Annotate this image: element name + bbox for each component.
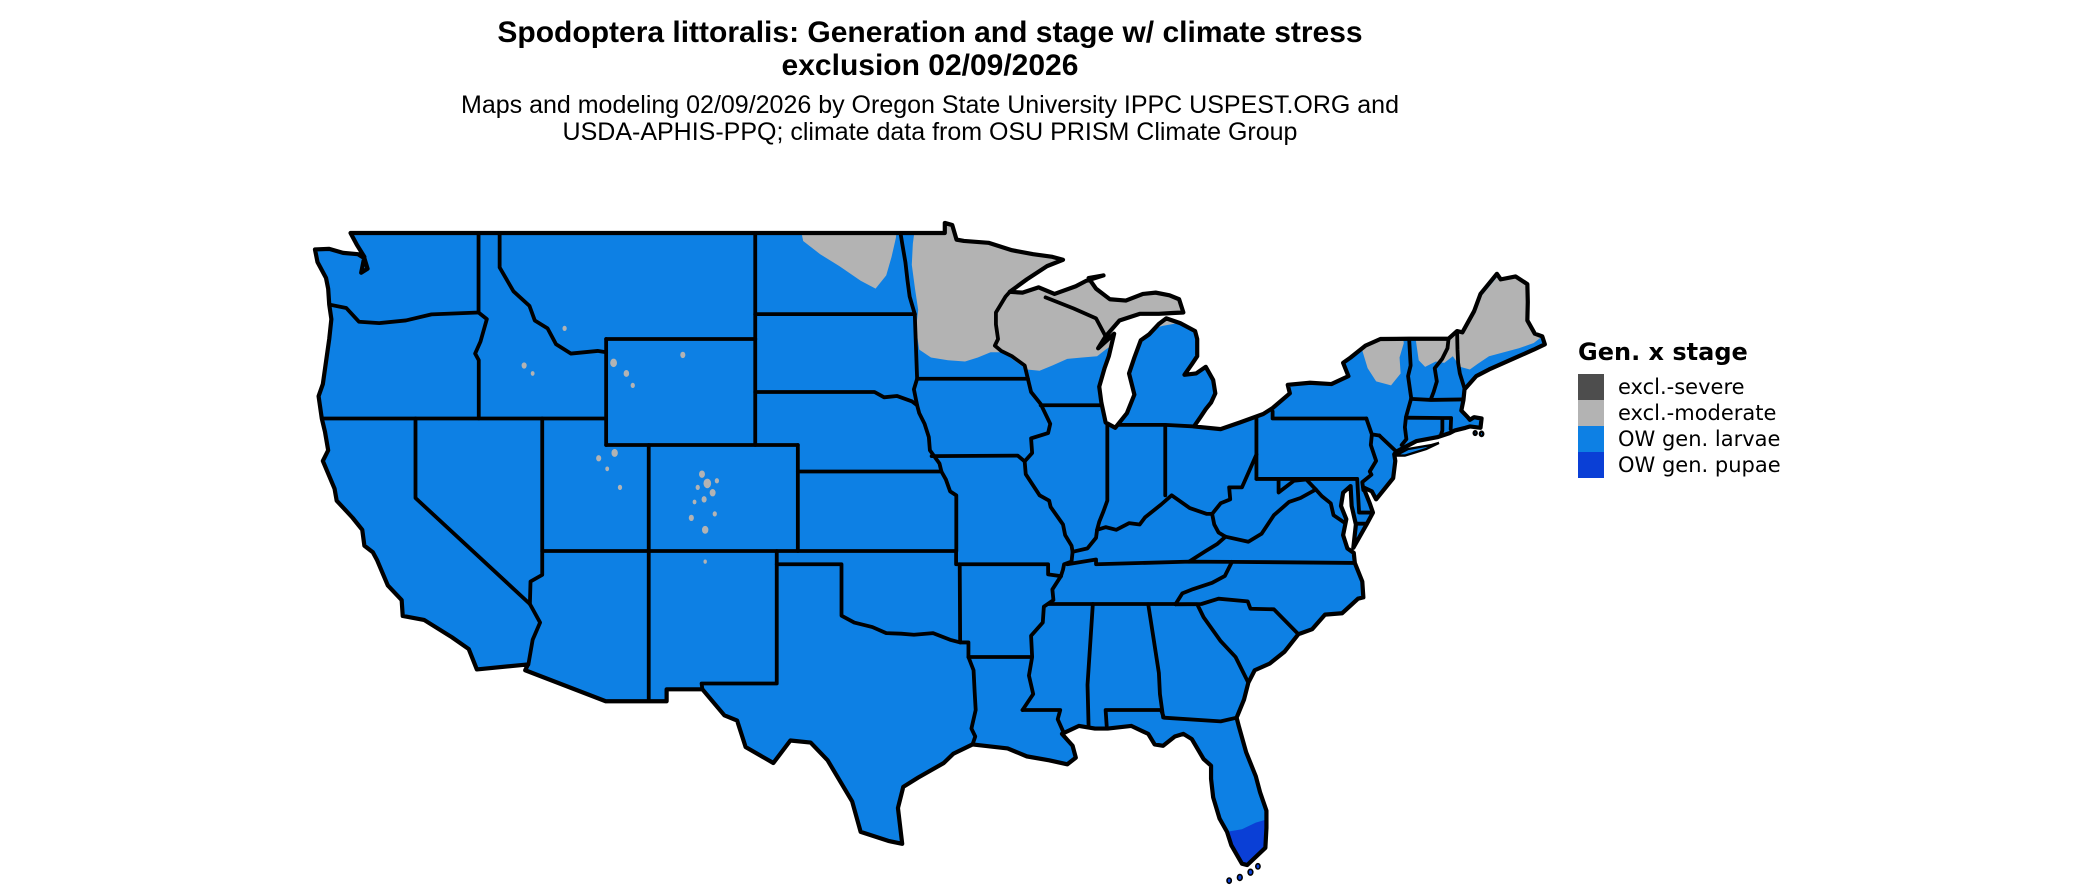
legend-label: OW gen. larvae <box>1618 427 1781 451</box>
legend: Gen. x stage excl.-severe excl.-moderate… <box>1578 340 1781 478</box>
legend-item-ow-gen-larvae: OW gen. larvae <box>1578 426 1781 452</box>
long-island <box>1395 443 1439 456</box>
map-subtitle: Maps and modeling 02/09/2026 by Oregon S… <box>461 92 1399 146</box>
map-title: Spodoptera littoralis: Generation and st… <box>497 16 1362 82</box>
legend-item-excl-moderate: excl.-moderate <box>1578 400 1781 426</box>
legend-item-ow-gen-pupae: OW gen. pupae <box>1578 452 1781 478</box>
legend-label: excl.-moderate <box>1618 401 1777 425</box>
excl-moderate-swatch <box>1578 400 1604 426</box>
zone-ow-gen-pupae-south-florida <box>1218 818 1270 866</box>
map-title-line1: Spodoptera littoralis: Generation and st… <box>497 16 1363 49</box>
massachusetts-islands <box>1474 431 1484 436</box>
ow-gen-larvae-swatch <box>1578 426 1604 452</box>
map-subtitle-line2: USDA-APHIS-PPQ; climate data from OSU PR… <box>562 118 1298 146</box>
legend-item-excl-severe: excl.-severe <box>1578 374 1781 400</box>
conus-outline <box>315 223 1545 865</box>
excl-severe-swatch <box>1578 374 1604 400</box>
map-fill-layer <box>314 222 1545 866</box>
florida-keys <box>1227 864 1260 884</box>
map-title-line2: exclusion 02/09/2026 <box>781 49 1079 82</box>
map-subtitle-line1: Maps and modeling 02/09/2026 by Oregon S… <box>461 91 1399 119</box>
legend-label: excl.-severe <box>1618 375 1745 399</box>
legend-label: OW gen. pupae <box>1618 453 1781 477</box>
ow-gen-pupae-swatch <box>1578 452 1604 478</box>
state-borders <box>322 233 1465 744</box>
legend-title: Gen. x stage <box>1578 338 1748 366</box>
zone-excl-moderate-rockies-speckles <box>521 325 720 564</box>
